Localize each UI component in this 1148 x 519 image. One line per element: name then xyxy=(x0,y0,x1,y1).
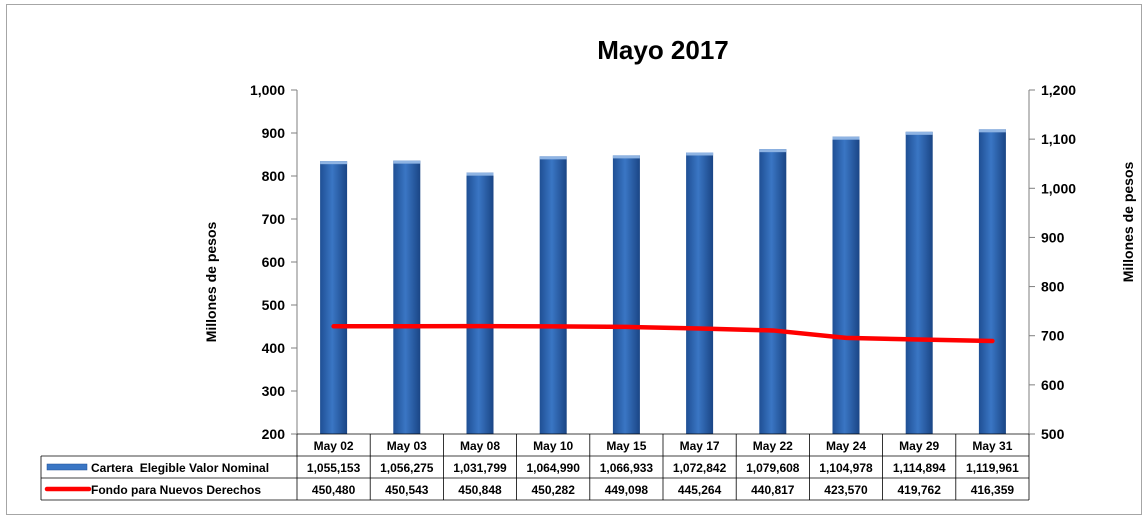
bar-may-31 xyxy=(978,129,1006,435)
y-left-tick-label: 900 xyxy=(262,125,286,141)
bar-top-highlight xyxy=(832,136,860,140)
cartera-value-cell: 1,072,842 xyxy=(673,461,727,475)
category-label: May 10 xyxy=(533,439,573,453)
bar-top-highlight xyxy=(686,152,714,156)
bar-top-highlight xyxy=(466,172,494,176)
chart-frame: Mayo 2017 200 300 400 500 600 700 800 900 1,000 … xyxy=(6,4,1142,515)
y-axis-left-title: Millones de pesos xyxy=(203,221,219,342)
bar-may-24 xyxy=(832,136,860,434)
fondo-value-cell: 440,817 xyxy=(751,483,795,497)
y-left-tick-label: 700 xyxy=(262,211,286,227)
y-right-tick-label: 1,000 xyxy=(1041,180,1076,196)
cartera-value-cell: 1,066,933 xyxy=(600,461,654,475)
y-right-tick-label: 900 xyxy=(1041,229,1065,245)
category-label: May 22 xyxy=(753,439,793,453)
bar-may-08 xyxy=(466,172,494,434)
bar-may-29 xyxy=(905,131,933,434)
cartera-value-cell: 1,104,978 xyxy=(819,461,873,475)
combo-chart: Mayo 2017 2003004005006007008009001,000 … xyxy=(40,35,1136,501)
category-label: May 31 xyxy=(972,439,1012,453)
bar-top-highlight xyxy=(393,160,421,164)
y-left-tick-label: 400 xyxy=(262,340,286,356)
fondo-value-cell: 450,282 xyxy=(532,483,576,497)
fondo-value-cell: 450,848 xyxy=(458,483,502,497)
chart-title: Mayo 2017 xyxy=(597,35,729,65)
bar-may-17 xyxy=(686,152,714,434)
y-left-tick-label: 1,000 xyxy=(250,82,285,98)
fondo-value-cell: 416,359 xyxy=(971,483,1015,497)
fondo-value-cell: 419,762 xyxy=(898,483,942,497)
legend-key-bar xyxy=(46,463,88,471)
cartera-value-cell: 1,056,275 xyxy=(380,461,434,475)
y-right-tick-label: 800 xyxy=(1041,279,1065,295)
cartera-value-cell: 1,079,608 xyxy=(746,461,800,475)
y-right-tick-label: 500 xyxy=(1041,426,1065,442)
bar-top-highlight xyxy=(978,129,1006,133)
legend-label-cartera: Cartera Elegible Valor Nominal xyxy=(91,461,269,475)
bar-may-03 xyxy=(393,160,421,435)
right-axis: 500 600 700 800 900 1,000 1,100 1,200 xyxy=(1028,82,1076,442)
category-label: May 08 xyxy=(460,439,500,453)
fondo-value-cell: 449,098 xyxy=(605,483,649,497)
bar-top-highlight xyxy=(320,161,348,165)
category-label: May 24 xyxy=(826,439,866,453)
cartera-value-cell: 1,055,153 xyxy=(307,461,361,475)
cartera-value-cell: 1,031,799 xyxy=(453,461,507,475)
y-right-tick-label: 1,200 xyxy=(1041,82,1076,98)
y-left-tick-label: 200 xyxy=(262,426,286,442)
y-axis-right-title: Millones de pesos xyxy=(1120,161,1136,282)
category-label: May 17 xyxy=(680,439,720,453)
bar-may-15 xyxy=(612,155,640,434)
y-left-tick-label: 500 xyxy=(262,297,286,313)
category-label: May 15 xyxy=(606,439,646,453)
cartera-value-cell: 1,114,894 xyxy=(893,461,946,475)
y-right-tick-label: 1,100 xyxy=(1041,131,1076,147)
fondo-value-cell: 450,480 xyxy=(312,483,356,497)
bar-series xyxy=(320,129,1006,435)
legend-label-fondo: Fondo para Nuevos Derechos xyxy=(91,483,261,497)
data-table: May 02 May 03 May 08 May 10 May 15 May 17 May … xyxy=(40,433,1030,501)
fondo-value-cell: 450,543 xyxy=(385,483,429,497)
bar-top-highlight xyxy=(539,156,567,160)
bar-may-10 xyxy=(539,156,567,434)
bar-top-highlight xyxy=(905,131,933,135)
cartera-value-cell: 1,119,961 xyxy=(966,461,1019,475)
bar-may-22 xyxy=(759,149,787,434)
fondo-value-cell: 423,570 xyxy=(824,483,868,497)
bar-top-highlight xyxy=(612,155,640,159)
bar-top-highlight xyxy=(759,149,787,153)
category-label: May 29 xyxy=(899,439,939,453)
cartera-value-cell: 1,064,990 xyxy=(527,461,581,475)
y-left-tick-label: 600 xyxy=(262,254,286,270)
left-axis: 200 300 400 500 600 700 800 900 1,000 xyxy=(250,82,298,442)
fondo-value-cell: 445,264 xyxy=(678,483,722,497)
fondo-line xyxy=(331,323,995,344)
y-right-tick-label: 700 xyxy=(1041,328,1065,344)
bar-may-02 xyxy=(320,161,348,435)
category-label: May 03 xyxy=(387,439,427,453)
category-label: May 02 xyxy=(314,439,354,453)
y-right-tick-label: 600 xyxy=(1041,377,1065,393)
line-series xyxy=(331,323,995,344)
y-left-tick-label: 300 xyxy=(262,383,286,399)
y-left-tick-label: 800 xyxy=(262,168,286,184)
